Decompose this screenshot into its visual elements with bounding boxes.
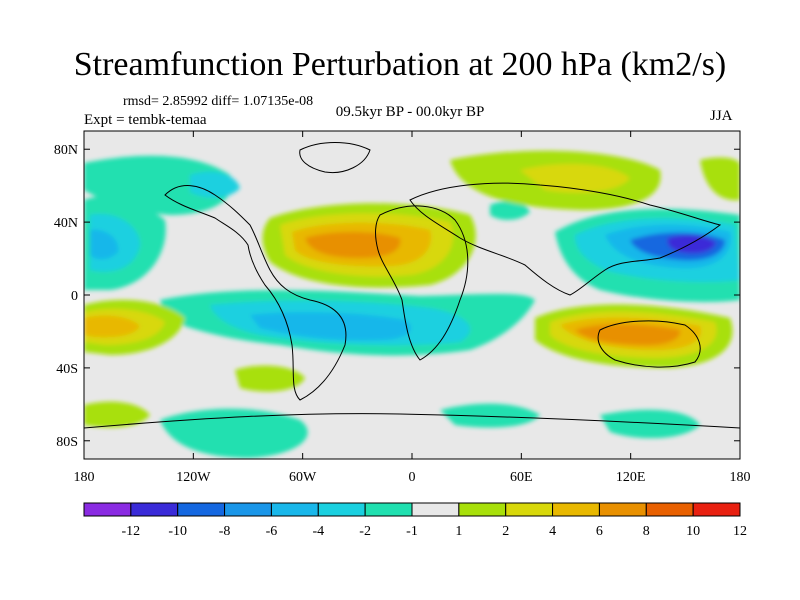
colorbar-label: 8 — [643, 524, 650, 539]
experiment-label: Expt = tembk-temaa — [84, 112, 207, 128]
colorbar-swatch — [130, 502, 179, 517]
colorbar-label: 1 — [455, 524, 462, 539]
x-tick-label: 0 — [409, 470, 416, 485]
colorbar-swatch — [552, 502, 600, 517]
x-tick-label: 120E — [616, 470, 646, 485]
colorbar-label: -10 — [168, 524, 187, 539]
colorbar-swatch — [224, 502, 272, 517]
period-label: 09.5kyr BP - 00.0kyr BP — [335, 104, 485, 120]
coastlines — [84, 142, 740, 429]
colorbar-label: 10 — [686, 524, 700, 539]
y-tick-label: 40S — [56, 362, 78, 377]
x-tick-label: 60W — [289, 470, 317, 485]
colorbar-label: 2 — [502, 524, 509, 539]
x-tick-label: 60E — [510, 470, 533, 485]
colorbar-swatch — [177, 502, 226, 517]
x-tick-label: 180 — [730, 470, 751, 485]
colorbar-swatch — [270, 502, 319, 517]
colorbar-label: -12 — [122, 524, 141, 539]
x-tick-label: 120W — [176, 470, 211, 485]
colorbar-label: -4 — [312, 524, 324, 539]
colorbar-swatch — [505, 502, 554, 517]
colorbar-swatch — [364, 502, 413, 517]
colorbar-swatch — [692, 502, 741, 517]
colorbar-swatch — [598, 502, 647, 517]
colorbar-swatch — [317, 502, 366, 517]
colorbar: -12 -10 -8 -6 -4 -2 -1 1 2 4 6 8 10 12 — [83, 502, 747, 539]
colorbar-swatch — [458, 502, 507, 517]
season-label: JJA — [710, 108, 733, 124]
colorbar-swatch — [645, 502, 694, 517]
colorbar-swatch — [83, 502, 132, 517]
anomaly-fields — [84, 150, 740, 458]
y-axis: 80N 40N 0 40S 80S — [54, 143, 740, 450]
y-tick-label: 80N — [54, 143, 78, 158]
plot-area — [84, 131, 740, 459]
x-axis: 180 120W 60W 0 60E 120E 180 — [74, 131, 751, 485]
chart-title: Streamfunction Perturbation at 200 hPa (… — [73, 46, 727, 83]
colorbar-label: -2 — [359, 524, 371, 539]
stats-label: rmsd= 2.85992 diff= 1.07135e-08 — [123, 94, 314, 109]
y-tick-label: 0 — [71, 289, 78, 304]
colorbar-label: 4 — [549, 524, 556, 539]
colorbar-label: 12 — [733, 524, 747, 539]
colorbar-label: -6 — [266, 524, 278, 539]
y-tick-label: 80S — [56, 435, 78, 450]
colorbar-label: -1 — [406, 524, 418, 539]
y-tick-label: 40N — [54, 216, 78, 231]
colorbar-label: 6 — [596, 524, 603, 539]
colorbar-swatch — [411, 502, 460, 517]
x-tick-label: 180 — [74, 470, 95, 485]
colorbar-label: -8 — [219, 524, 231, 539]
